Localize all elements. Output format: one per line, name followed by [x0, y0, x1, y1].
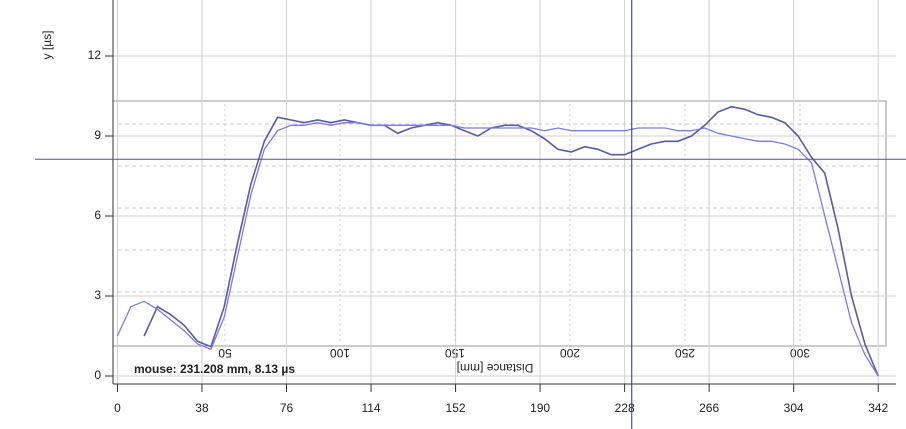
overlay-label: Distance [mm]: [457, 361, 534, 375]
overlay-label: 50: [218, 346, 232, 360]
x-tick-label: 114: [361, 401, 380, 415]
y-tick-label: 12: [88, 48, 102, 62]
overlay-label: 150: [445, 346, 465, 360]
x-tick-label: 342: [868, 401, 888, 415]
y-tick-label: 6: [94, 208, 101, 222]
y-tick-label: 9: [94, 128, 101, 142]
overlay-label: 300: [790, 346, 810, 360]
series-line: [116, 122, 879, 377]
overlay-label: 100: [330, 346, 350, 360]
x-tick-label: 228: [615, 401, 635, 415]
x-tick-label: 304: [784, 401, 804, 415]
overlay-label: 200: [560, 346, 580, 360]
mouse-readout: mouse: 231.208 mm, 8.13 µs: [134, 362, 295, 376]
overlay-label: 250: [675, 346, 695, 360]
y-tick-label: 0: [94, 368, 101, 382]
x-tick-label: 266: [699, 401, 719, 415]
y-tick-label: 3: [94, 288, 101, 302]
x-tick-label: 152: [446, 401, 466, 415]
y-axis-label: y [µs]: [40, 31, 54, 60]
x-tick-label: 38: [195, 401, 209, 415]
series-line: [143, 105, 879, 377]
x-tick-label: 190: [530, 401, 550, 415]
x-tick-label: 76: [280, 401, 294, 415]
x-tick-label: 0: [114, 401, 121, 415]
